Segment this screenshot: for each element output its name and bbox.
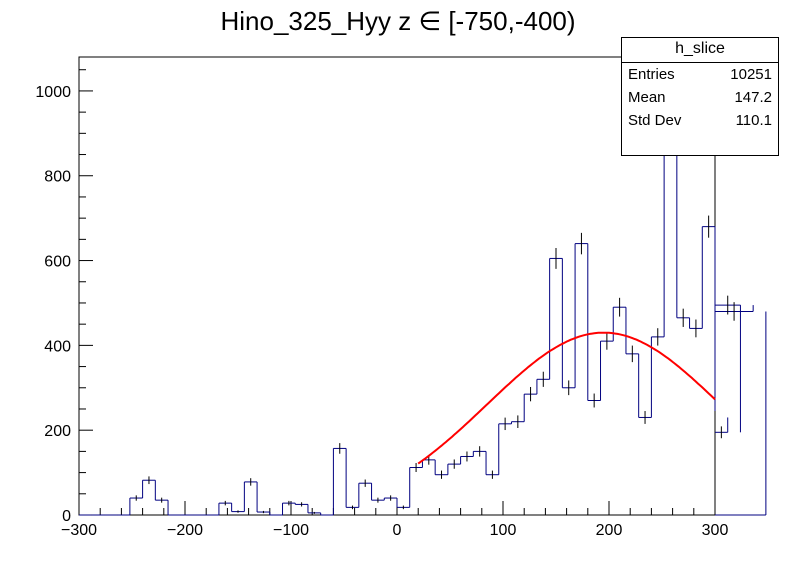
stats-label: Std Dev: [628, 112, 682, 129]
y-tick-label: 600: [44, 254, 71, 271]
y-tick-label: 800: [44, 169, 71, 186]
y-tick-label: 0: [62, 508, 71, 525]
stats-box: h_slice Entries 10251 Mean 147.2 Std Dev…: [621, 37, 779, 156]
stats-row-entries: Entries 10251: [622, 63, 778, 86]
y-tick-label: 400: [44, 338, 71, 355]
plot-frame: [78, 56, 716, 516]
y-axis: 0 200 400 600 800 1000: [35, 69, 93, 525]
x-tick-label: 0: [393, 522, 402, 539]
chart-title: Hino_325_Hyy z ∈ [-750,-400): [220, 6, 576, 36]
fit-curve: [417, 331, 716, 465]
x-tick-label: −100: [273, 522, 309, 539]
x-axis: −300 −200 −100 0 100 200 300: [61, 501, 728, 539]
stats-title: h_slice: [622, 38, 778, 63]
x-tick-label: −200: [167, 522, 203, 539]
x-tick-label: 100: [490, 522, 517, 539]
y-tick-label: 1000: [35, 84, 71, 101]
y-tick-label: 200: [44, 423, 71, 440]
x-tick-label: −300: [61, 522, 97, 539]
stats-label: Entries: [628, 66, 675, 83]
stats-value: 110.1: [735, 112, 772, 129]
stats-label: Mean: [628, 89, 666, 106]
histogram-bars: [79, 90, 767, 516]
stats-value: 147.2: [734, 89, 772, 106]
stats-value: 10251: [730, 66, 772, 83]
x-tick-label: 300: [702, 522, 729, 539]
stats-row-stddev: Std Dev 110.1: [622, 109, 778, 132]
stats-row-mean: Mean 147.2: [622, 86, 778, 109]
x-tick-label: 200: [596, 522, 623, 539]
